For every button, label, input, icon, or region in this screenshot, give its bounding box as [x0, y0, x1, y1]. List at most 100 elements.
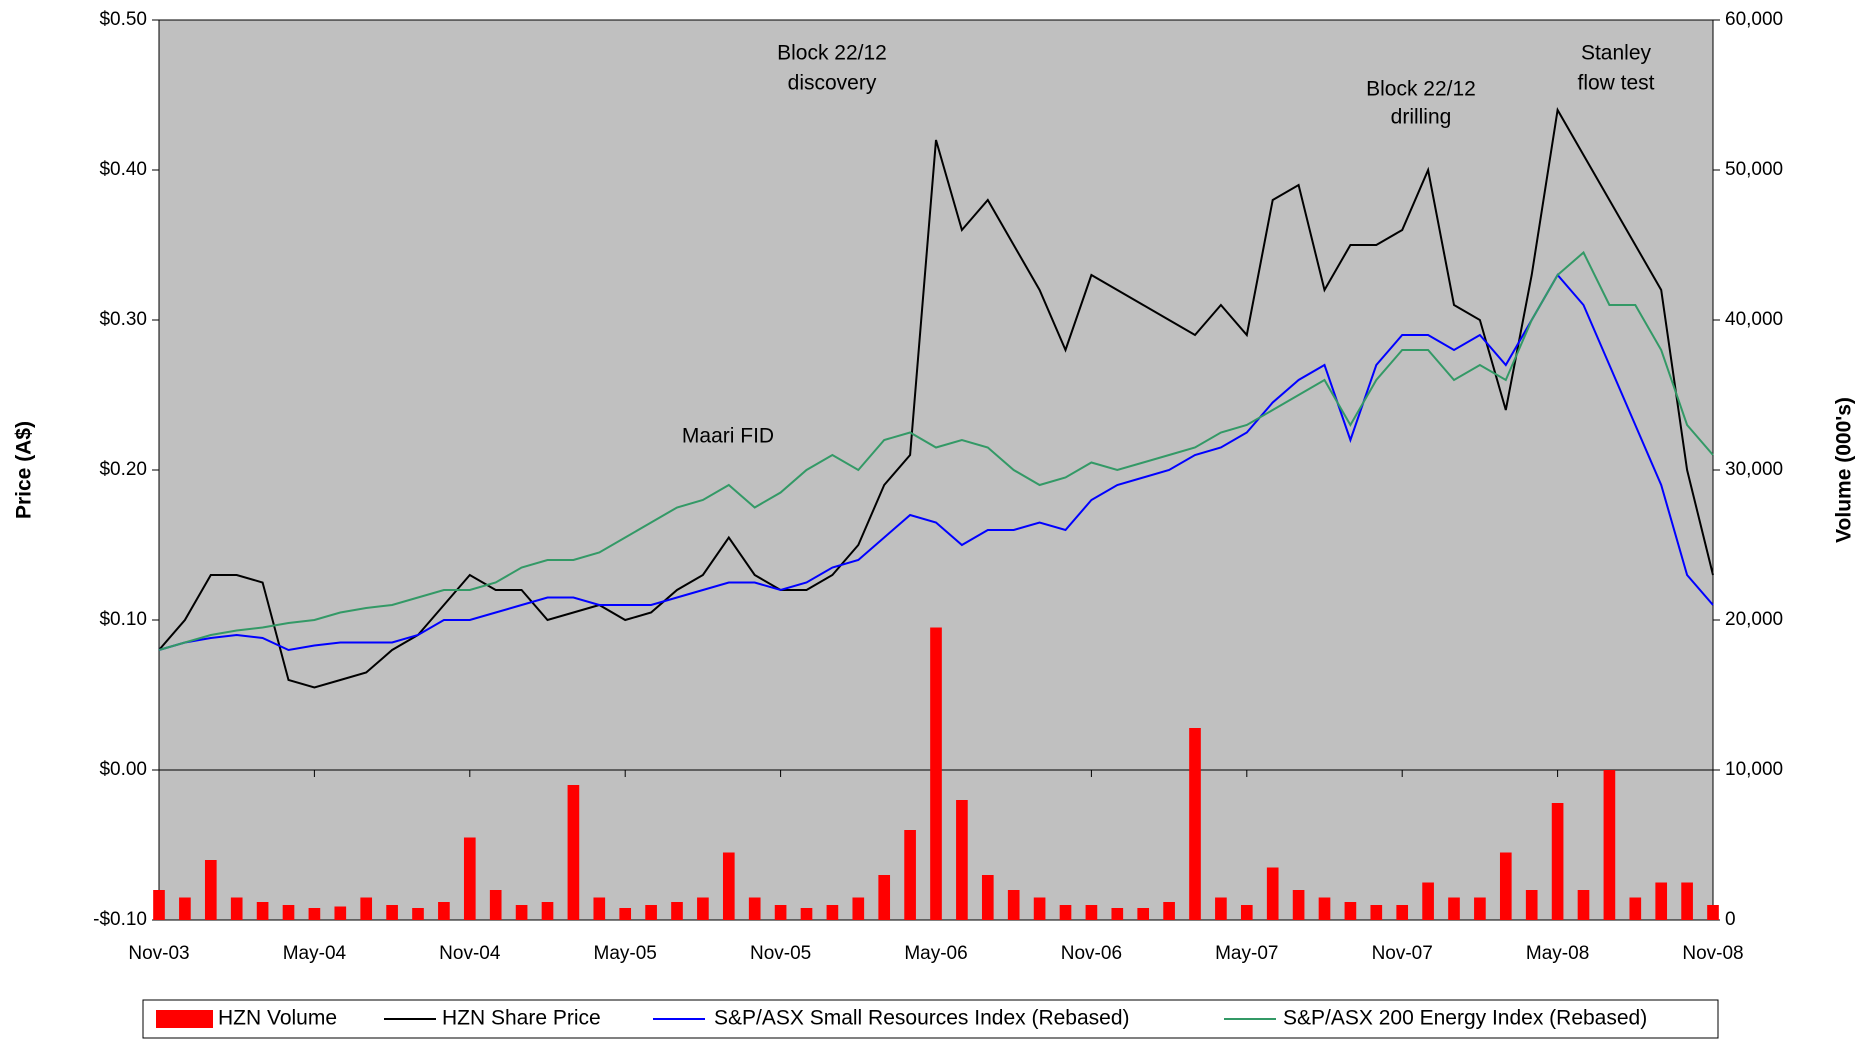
- volume-bar: [153, 890, 165, 920]
- x-tick-label: May-04: [283, 943, 347, 964]
- volume-bar: [1033, 897, 1046, 920]
- volume-bar: [1603, 770, 1616, 920]
- volume-bar: [1059, 905, 1072, 920]
- volume-bar: [645, 905, 657, 920]
- volume-bar: [1137, 908, 1150, 920]
- legend-label: HZN Volume: [218, 1007, 337, 1030]
- volume-bar: [541, 902, 554, 920]
- annotation: drilling: [1391, 106, 1452, 129]
- y-tick-label: $0.30: [99, 309, 147, 330]
- volume-bar: [1163, 902, 1175, 920]
- volume-bar: [256, 902, 269, 920]
- annotation: Block 22/12: [1366, 78, 1476, 101]
- volume-bar: [230, 897, 243, 920]
- volume-bar: [774, 905, 787, 920]
- volume-bar: [1240, 905, 1253, 920]
- volume-bar: [1396, 905, 1409, 920]
- x-tick-label: May-06: [904, 943, 967, 964]
- x-tick-label: May-05: [594, 943, 657, 964]
- volume-bar: [930, 627, 942, 920]
- volume-bar: [1292, 890, 1305, 920]
- x-tick-label: May-08: [1526, 943, 1589, 964]
- y2-tick-label: 10,000: [1725, 759, 1783, 780]
- volume-bar: [619, 908, 632, 920]
- price-line: [158, 250, 1714, 651]
- volume-bar: [800, 908, 813, 920]
- y2-tick-label: 40,000: [1725, 309, 1783, 330]
- x-tick-label: Nov-08: [1682, 943, 1743, 964]
- volume-bar: [1189, 728, 1201, 920]
- price-line: [158, 273, 1714, 652]
- volume-bar: [697, 897, 709, 920]
- volume-bar: [489, 890, 502, 920]
- x-tick-label: Nov-06: [1061, 943, 1122, 964]
- volume-bar: [1629, 897, 1642, 920]
- legend-label: HZN Share Price: [442, 1007, 601, 1030]
- volume-bar: [308, 908, 321, 920]
- annotation: flow test: [1577, 72, 1654, 95]
- volume-bar: [1525, 890, 1538, 920]
- volume-bar: [412, 908, 424, 920]
- volume-bar: [463, 837, 476, 920]
- volume-bar: [722, 852, 735, 920]
- volume-bar: [748, 897, 761, 920]
- volume-bar: [1266, 867, 1279, 920]
- y2-axis-label: Volume (000's): [1833, 397, 1856, 543]
- volume-bar: [179, 897, 191, 920]
- x-tick-label: Nov-07: [1372, 943, 1433, 964]
- annotation: Block 22/12: [777, 42, 887, 65]
- y-axis-label: Price (A$): [13, 421, 36, 519]
- x-tick-label: Nov-03: [128, 943, 189, 964]
- volume-bar: [904, 830, 916, 920]
- y2-tick-label: 20,000: [1725, 609, 1783, 630]
- y2-tick-label: 50,000: [1725, 159, 1783, 180]
- annotation: discovery: [788, 72, 877, 95]
- volume-bar: [1681, 882, 1693, 920]
- volume-bar: [204, 860, 217, 920]
- volume-bar: [282, 905, 295, 920]
- annotation: Stanley: [1581, 42, 1652, 65]
- y-tick-label: $0.40: [99, 159, 147, 180]
- volume-bar: [334, 906, 347, 920]
- volume-bar: [1370, 905, 1383, 920]
- volume-bar: [1448, 897, 1460, 920]
- volume-bar: [1655, 882, 1668, 920]
- volume-bar: [1085, 905, 1098, 920]
- y2-tick-label: 0: [1725, 909, 1736, 930]
- volume-bar: [593, 897, 606, 920]
- volume-bar: [386, 905, 398, 920]
- volume-bar: [438, 902, 450, 920]
- volume-bar: [981, 875, 994, 920]
- volume-bar: [956, 800, 968, 920]
- volume-bar: [1318, 897, 1331, 920]
- y2-tick-label: 30,000: [1725, 459, 1783, 480]
- x-tick-label: Nov-05: [750, 943, 811, 964]
- volume-bar: [1007, 890, 1020, 920]
- volume-bar: [567, 785, 580, 920]
- y-tick-label: $0.50: [99, 9, 147, 30]
- volume-bar: [878, 875, 891, 920]
- legend-swatch: [156, 1010, 213, 1028]
- volume-bar: [1499, 852, 1512, 920]
- volume-bar: [826, 905, 839, 920]
- volume-bar: [1344, 902, 1357, 920]
- legend-label: S&P/ASX Small Resources Index (Rebased): [714, 1007, 1130, 1030]
- volume-bar: [1215, 897, 1227, 920]
- volume-bar: [1111, 908, 1124, 920]
- volume-bar: [852, 897, 865, 920]
- volume-bar: [515, 905, 528, 920]
- volume-bar: [671, 902, 683, 920]
- volume-bar: [360, 897, 373, 920]
- legend-label: S&P/ASX 200 Energy Index (Rebased): [1283, 1007, 1647, 1030]
- y-tick-label: -$0.10: [93, 909, 147, 930]
- volume-bar: [1551, 803, 1564, 920]
- volume-bar: [1707, 905, 1719, 920]
- annotation: Maari FID: [682, 425, 774, 448]
- volume-bar: [1474, 897, 1486, 920]
- x-tick-label: May-07: [1215, 943, 1278, 964]
- volume-bar: [1577, 890, 1590, 920]
- x-tick-label: Nov-04: [439, 943, 501, 964]
- y-tick-label: $0.20: [99, 459, 147, 480]
